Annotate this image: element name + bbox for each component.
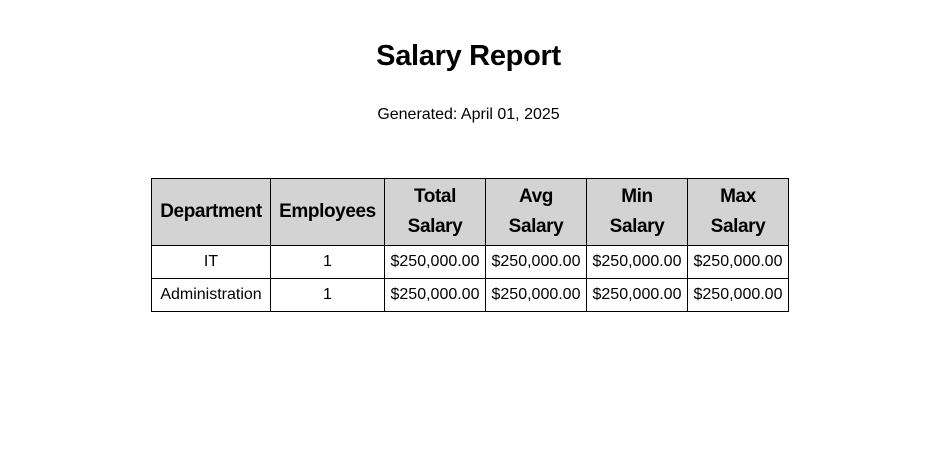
cell-min-salary: $250,000.00 — [586, 245, 688, 279]
header-min-salary: Min Salary — [586, 178, 688, 246]
cell-avg-salary: $250,000.00 — [485, 278, 587, 312]
cell-max-salary: $250,000.00 — [687, 278, 789, 312]
header-avg-salary: Avg Salary — [485, 178, 587, 246]
cell-employees: 1 — [270, 245, 385, 279]
cell-department: IT — [151, 245, 271, 279]
cell-total-salary: $250,000.00 — [384, 245, 486, 279]
cell-avg-salary: $250,000.00 — [485, 245, 587, 279]
cell-total-salary: $250,000.00 — [384, 278, 486, 312]
cell-min-salary: $250,000.00 — [586, 278, 688, 312]
cell-employees: 1 — [270, 278, 385, 312]
header-employees: Employees — [270, 178, 385, 246]
table-row: Administration 1 $250,000.00 $250,000.00… — [151, 278, 789, 312]
table-row: IT 1 $250,000.00 $250,000.00 $250,000.00… — [151, 245, 789, 279]
cell-max-salary: $250,000.00 — [687, 245, 789, 279]
salary-table: Department Employees Total Salary Avg Sa… — [151, 178, 789, 312]
header-department: Department — [151, 178, 271, 246]
generated-date: Generated: April 01, 2025 — [377, 106, 560, 123]
table-header-row: Department Employees Total Salary Avg Sa… — [151, 178, 789, 246]
header-max-salary: Max Salary — [687, 178, 789, 246]
cell-department: Administration — [151, 278, 271, 312]
header-total-salary: Total Salary — [384, 178, 486, 246]
report-title: Salary Report — [376, 40, 561, 72]
